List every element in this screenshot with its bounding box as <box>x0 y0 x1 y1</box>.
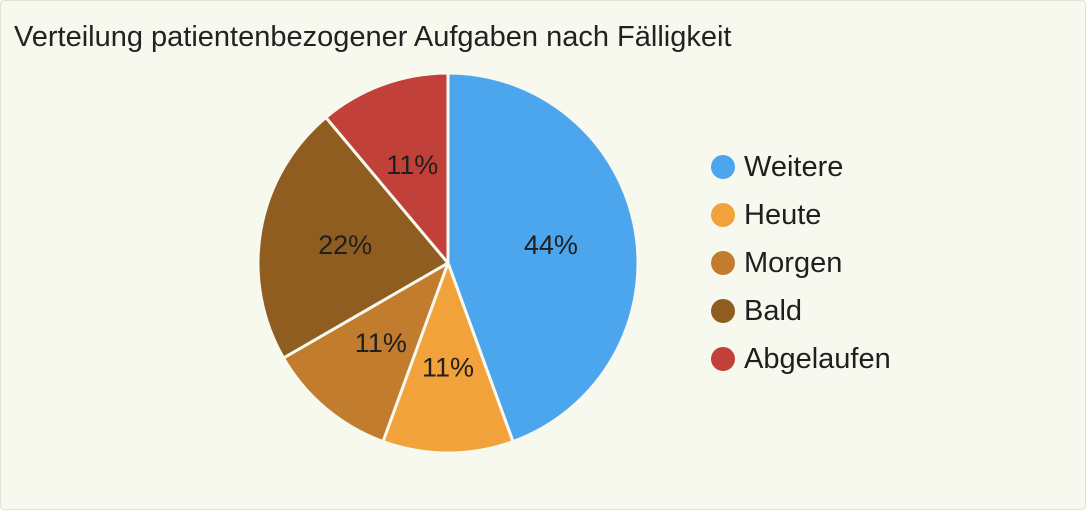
pie-slices <box>256 71 640 455</box>
pie-slice-abgelaufen[interactable] <box>324 71 450 265</box>
legend-item-weitere[interactable]: Weitere <box>711 151 843 183</box>
pie-slice-weitere[interactable] <box>446 71 640 444</box>
legend-item-bald[interactable]: Bald <box>711 295 802 327</box>
slice-label-heute: 11% <box>422 353 474 383</box>
legend-swatch <box>711 203 735 227</box>
legend-item-abgelaufen[interactable]: Abgelaufen <box>711 343 891 375</box>
legend-label: Heute <box>744 199 821 231</box>
legend-swatch <box>711 299 735 323</box>
slice-label-bald: 22% <box>318 230 372 260</box>
legend-item-morgen[interactable]: Morgen <box>711 247 842 279</box>
legend-swatch <box>711 251 735 275</box>
legend: Weitere Heute Morgen Bald Abgelaufen <box>711 151 891 375</box>
pie-slice-bald[interactable] <box>256 115 450 360</box>
slice-label-abgelaufen: 11% <box>386 150 438 180</box>
pie-slice-labels: 44% 11% 11% 22% 11% <box>318 150 578 383</box>
slice-label-morgen: 11% <box>355 328 407 358</box>
legend-label: Abgelaufen <box>744 343 891 375</box>
pie-slice-heute[interactable] <box>381 261 515 455</box>
legend-label: Weitere <box>744 151 843 183</box>
slice-label-weitere: 44% <box>524 230 578 260</box>
pie-slice-morgen[interactable] <box>281 261 450 444</box>
chart-title: Verteilung patientenbezogener Aufgaben n… <box>14 21 732 53</box>
legend-label: Bald <box>744 295 802 327</box>
legend-item-heute[interactable]: Heute <box>711 199 821 231</box>
legend-label: Morgen <box>744 247 842 279</box>
legend-swatch <box>711 155 735 179</box>
legend-swatch <box>711 347 735 371</box>
